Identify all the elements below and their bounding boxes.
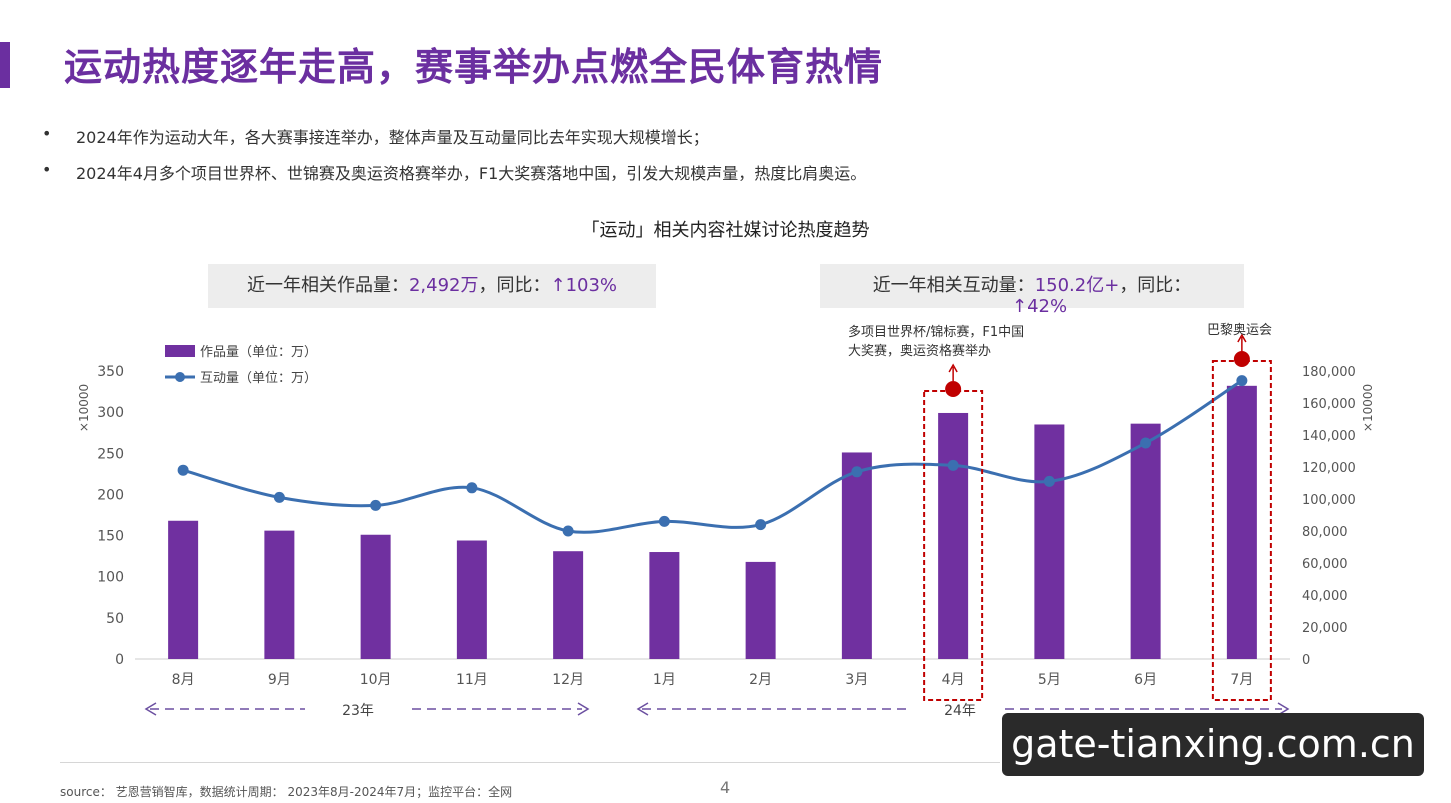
kpi-interactions-yoy-label: ，同比： xyxy=(1119,275,1192,296)
x-tick-label: 5月 xyxy=(1038,672,1061,688)
right-axis-tick-label: 160,000 xyxy=(1302,397,1356,412)
left-axis-tick-label: 0 xyxy=(115,652,124,668)
annotation-text: 多项目世界杯/锦标赛，F1中国 xyxy=(848,324,1024,340)
point-interactions-3 xyxy=(370,499,382,511)
bullet-text: 2024年作为运动大年，各大赛事接连举办，整体声量及互动量同比去年实现大规模增长… xyxy=(76,128,709,147)
page-number: 4 xyxy=(720,778,731,797)
point-interactions-4 xyxy=(466,482,478,494)
kpi-works-label: 近一年相关作品量： xyxy=(246,275,409,296)
bullet-marker: • xyxy=(42,124,52,143)
point-interactions-2 xyxy=(273,491,285,503)
point-interactions-8 xyxy=(851,466,863,478)
bar-works-8 xyxy=(841,452,872,659)
bullet-text: 2024年4月多个项目世界杯、世锦赛及奥运资格赛举办，F1大奖赛落地中国，引发大… xyxy=(76,164,867,183)
point-interactions-7 xyxy=(755,519,767,531)
x-tick-label: 3月 xyxy=(845,672,868,688)
x-tick-label: 1月 xyxy=(653,672,676,688)
kpi-works-yoy-label: ，同比： xyxy=(478,275,551,296)
kpi-interactions-yoy-value: ↑42% xyxy=(1012,296,1068,317)
year-label-23: 23年 xyxy=(342,703,374,719)
bar-works-12 xyxy=(1226,385,1257,659)
bar-works-3 xyxy=(360,534,391,659)
year24-arrow-left xyxy=(636,702,649,716)
x-tick-label: 6月 xyxy=(1134,672,1157,688)
x-tick-label: 11月 xyxy=(456,672,488,688)
point-interactions-9 xyxy=(947,459,959,471)
year23-arrow-left xyxy=(144,702,157,716)
bar-works-6 xyxy=(649,552,680,659)
x-tick-label: 10月 xyxy=(360,672,392,688)
left-axis-tick-label: 50 xyxy=(106,611,124,627)
annotation-arrowhead xyxy=(1237,333,1247,343)
year23-arrow-right xyxy=(577,702,590,716)
x-tick-label: 8月 xyxy=(172,672,195,688)
right-axis-tick-label: 40,000 xyxy=(1302,589,1348,604)
right-axis-tick-label: 20,000 xyxy=(1302,621,1348,636)
x-tick-label: 4月 xyxy=(942,672,965,688)
point-interactions-12 xyxy=(1236,375,1248,387)
x-tick-label: 12月 xyxy=(552,672,584,688)
right-axis-unit: ×10000 xyxy=(1361,384,1375,432)
left-axis-tick-label: 150 xyxy=(97,529,124,545)
left-axis-tick-label: 200 xyxy=(97,487,124,503)
kpi-works-yoy-value: ↑103% xyxy=(550,275,618,296)
bar-works-10 xyxy=(1034,424,1065,659)
bar-works-5 xyxy=(553,551,584,659)
annotation-dot xyxy=(1233,351,1250,367)
left-axis-tick-label: 250 xyxy=(97,446,124,462)
kpi-interactions-box: 近一年相关互动量：150.2亿+，同比： xyxy=(820,264,1244,308)
watermark-label: gate-tianxing.com.cn xyxy=(1002,713,1424,776)
annotation-dot xyxy=(945,381,962,397)
point-interactions-1 xyxy=(177,464,189,476)
legend-swatch-works xyxy=(165,345,195,357)
right-axis-tick-label: 80,000 xyxy=(1302,525,1348,540)
right-axis-tick-label: 100,000 xyxy=(1302,493,1356,508)
title-accent-bar xyxy=(0,42,10,88)
legend-marker-interactions xyxy=(175,372,185,382)
footer-divider xyxy=(60,762,1000,763)
legend-label-works: 作品量（单位：万） xyxy=(200,345,317,360)
annotation-text: 巴黎奥运会 xyxy=(1207,323,1272,338)
line-interactions xyxy=(182,379,1243,534)
chart-title: 「运动」相关内容社媒讨论热度趋势 xyxy=(581,220,870,241)
bar-works-1 xyxy=(168,520,199,659)
left-axis-tick-label: 300 xyxy=(97,405,124,421)
annotation-arrowhead xyxy=(948,363,958,373)
year-label-24: 24年 xyxy=(944,703,976,719)
kpi-works-box: 近一年相关作品量：2,492万，同比：↑103% xyxy=(208,264,656,308)
kpi-interactions-value: 150.2亿+ xyxy=(1034,275,1120,296)
kpi-interactions-label: 近一年相关互动量： xyxy=(872,275,1035,296)
x-tick-label: 9月 xyxy=(268,672,291,688)
bar-works-11 xyxy=(1130,423,1161,659)
left-axis-tick-label: 100 xyxy=(97,570,124,586)
bar-works-7 xyxy=(745,561,776,659)
legend-label-interactions: 互动量（单位：万） xyxy=(200,371,317,386)
bar-works-4 xyxy=(456,540,487,659)
point-interactions-5 xyxy=(562,525,574,537)
bar-works-2 xyxy=(264,530,295,659)
left-axis-unit: ×10000 xyxy=(77,384,91,432)
point-interactions-6 xyxy=(658,515,670,527)
page-title: 运动热度逐年走高，赛事举办点燃全民体育热情 xyxy=(64,45,884,89)
x-tick-label: 7月 xyxy=(1230,672,1253,688)
bullet-marker: • xyxy=(42,160,52,179)
bar-works-9 xyxy=(938,412,969,659)
right-axis-tick-label: 0 xyxy=(1302,653,1310,668)
right-axis-tick-label: 120,000 xyxy=(1302,461,1356,476)
point-interactions-10 xyxy=(1043,475,1055,487)
x-tick-label: 2月 xyxy=(749,672,772,688)
right-axis-tick-label: 140,000 xyxy=(1302,429,1356,444)
right-axis-tick-label: 60,000 xyxy=(1302,557,1348,572)
right-axis-tick-label: 180,000 xyxy=(1302,365,1356,380)
left-axis-tick-label: 350 xyxy=(97,364,124,380)
source-note: source： 艺恩营销智库，数据统计周期： 2023年8月-2024年7月；监… xyxy=(60,785,513,799)
point-interactions-11 xyxy=(1140,437,1152,449)
annotation-text: 大奖赛，奥运资格赛举办 xyxy=(848,343,991,359)
kpi-works-value: 2,492万 xyxy=(408,275,479,296)
